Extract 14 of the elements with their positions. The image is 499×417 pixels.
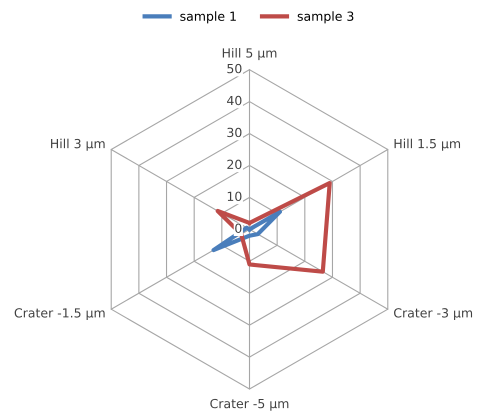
- spoke-label: Crater -1.5 µm: [14, 308, 105, 320]
- spoke-label: Hill 1.5 µm: [394, 138, 460, 151]
- spoke-label: Hill 3 µm: [51, 138, 105, 151]
- y-tick-label: 20: [227, 160, 242, 170]
- legend-label: sample 3: [298, 11, 354, 24]
- spoke-label: Crater -5 µm: [210, 398, 288, 411]
- y-tick-label: 10: [228, 192, 242, 202]
- y-tick-label: 0: [235, 224, 242, 233]
- spoke-label: Crater -3 µm: [394, 308, 472, 320]
- legend-label: sample 1: [180, 11, 236, 24]
- spoke-label: Hill 5 µm: [222, 48, 276, 60]
- y-tick-label: 40: [227, 96, 242, 106]
- y-tick-label: 50: [227, 64, 242, 74]
- y-tick-label: 30: [227, 128, 242, 138]
